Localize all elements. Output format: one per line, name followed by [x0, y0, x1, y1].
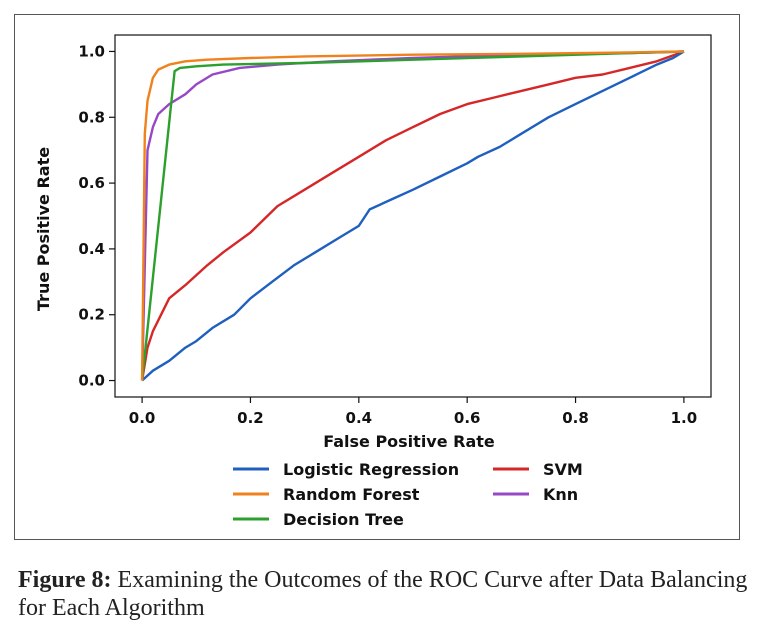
series-line-decision-tree: [140, 50, 684, 381]
x-axis-label: False Positive Rate: [323, 432, 495, 451]
figure-caption: Figure 8: Examining the Outcomes of the …: [18, 566, 748, 622]
y-tick-label: 0.8: [78, 108, 105, 126]
x-tick-label: 0.6: [454, 409, 481, 427]
legend-label-decision-tree: Decision Tree: [283, 510, 404, 529]
figure-frame: 0.0 0.2 0.4 0.6 0.8 1.0 0.0 0.2 0.4 0.6 0.8 1.0 Fal…: [14, 14, 740, 540]
legend: Logistic Regression Random Forest Decision…: [233, 460, 583, 529]
roc-chart: 0.0 0.2 0.4 0.6 0.8 1.0 0.0 0.2 0.4 0.6 0.8 1.0 Fal…: [34, 34, 712, 529]
x-tick-label: 0.2: [237, 409, 264, 427]
y-tick-label: 0.0: [78, 372, 105, 390]
legend-label-random-forest: Random Forest: [283, 485, 420, 504]
x-tick-label: 1.0: [671, 409, 698, 427]
figure-caption-label: Figure 8:: [18, 567, 112, 593]
y-tick-label: 0.6: [78, 174, 105, 192]
x-tick-label: 0.8: [562, 409, 589, 427]
series-line-knn: [140, 50, 684, 381]
legend-label-logistic-regression: Logistic Regression: [283, 460, 459, 479]
x-tick-label: 0.4: [346, 409, 373, 427]
y-axis-label: True Positive Rate: [34, 147, 53, 311]
y-tick-label: 0.2: [78, 306, 105, 324]
plot-area-frame: [114, 34, 712, 398]
figure-caption-text: Examining the Outcomes of the ROC Curve …: [18, 567, 748, 621]
y-tick-label: 1.0: [78, 42, 105, 60]
series-line-random-forest: [140, 50, 684, 381]
legend-label-svm: SVM: [543, 460, 583, 479]
series-line-svm: [140, 50, 685, 381]
x-tick-label: 0.0: [129, 409, 156, 427]
y-tick-label: 0.4: [78, 240, 105, 258]
legend-label-knn: Knn: [543, 485, 578, 504]
series-line-logistic-regression: [141, 50, 685, 382]
